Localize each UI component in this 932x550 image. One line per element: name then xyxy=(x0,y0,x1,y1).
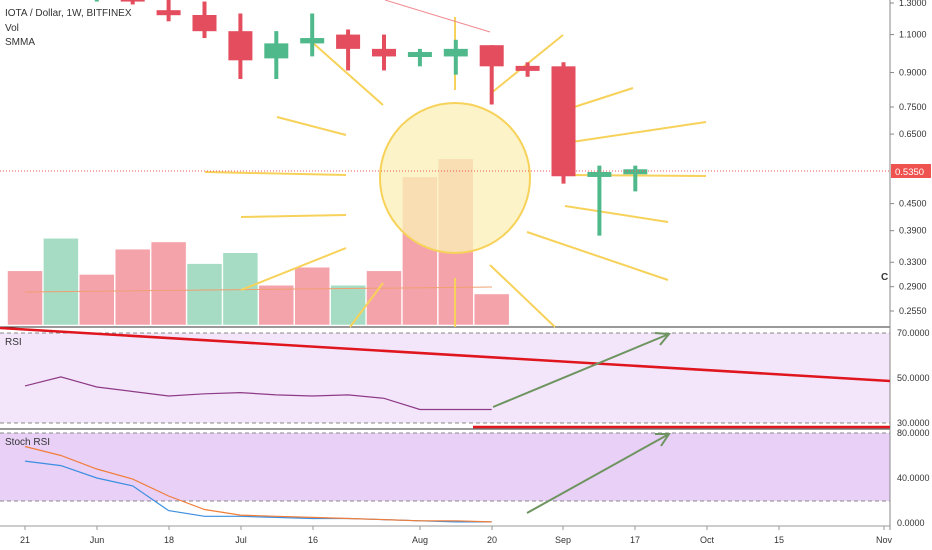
sun-ray xyxy=(312,42,384,106)
candle-body xyxy=(264,43,289,59)
price-tick-label: 0.4500 xyxy=(899,199,927,209)
candle-body xyxy=(443,48,468,57)
stoch-arrow-shaft xyxy=(526,433,670,514)
sun-ray xyxy=(564,121,707,144)
time-tick-label: 17 xyxy=(630,535,640,545)
price-trendline xyxy=(384,0,491,33)
candle-body xyxy=(551,66,576,177)
candle-body xyxy=(336,34,361,49)
sun-ray xyxy=(564,87,634,111)
stoch-arrow-head xyxy=(655,433,671,447)
volume-bar xyxy=(222,252,259,326)
time-tick-label: 15 xyxy=(774,535,784,545)
sun-ray xyxy=(240,214,347,218)
time-tick-label: Aug xyxy=(412,535,428,545)
time-tick-label: Sep xyxy=(555,535,571,545)
candle-body xyxy=(587,171,612,177)
price-tick-label: 1.1000 xyxy=(899,30,927,40)
volume-bar xyxy=(150,241,187,326)
candle-body xyxy=(515,65,540,71)
rsi-pane-label: RSI xyxy=(5,337,22,348)
volume-bar xyxy=(43,238,79,326)
rsi-red-trendline xyxy=(0,326,891,383)
price-tick-label: 0.6500 xyxy=(899,129,927,139)
stoch-pane-label: Stoch RSI xyxy=(5,437,50,448)
green-arrows xyxy=(492,332,671,514)
candle-body xyxy=(228,31,253,61)
price-tick-label: 0.2550 xyxy=(899,306,927,316)
stoch-tick-label: 80.0000 xyxy=(897,428,930,438)
price-tick-label: 0.2900 xyxy=(899,282,927,292)
side-letter: C xyxy=(881,272,888,283)
stoch-layer xyxy=(24,445,492,523)
volume-bar xyxy=(79,274,115,326)
candle-body xyxy=(300,38,325,44)
price-tick-label: 0.3300 xyxy=(899,257,927,267)
rsi-arrow-shaft xyxy=(492,333,670,408)
time-tick-label: Nov xyxy=(876,535,893,545)
volume-layer xyxy=(7,158,510,326)
volume-bar xyxy=(114,248,151,326)
sun-ray xyxy=(349,282,384,328)
candles-layer xyxy=(94,0,648,236)
time-tick-label: Jun xyxy=(90,535,105,545)
time-tick-label: Jul xyxy=(235,535,247,545)
time-tick-label: Oct xyxy=(700,535,715,545)
vol-indicator-label: Vol xyxy=(5,23,19,34)
time-tick-label: 18 xyxy=(164,535,174,545)
sun-ray xyxy=(204,171,347,176)
time-tick-label: 16 xyxy=(308,535,318,545)
last-price-badge-text: 0.5350 xyxy=(895,167,924,178)
volume-bar xyxy=(7,270,43,326)
sun-ray xyxy=(276,116,347,136)
volume-bar xyxy=(330,285,366,326)
candle-body xyxy=(192,15,217,32)
sun-ray xyxy=(564,205,669,223)
volume-bar xyxy=(473,293,510,326)
price-tick-label: 0.3900 xyxy=(899,226,927,236)
price-tick-label: 1.3000 xyxy=(899,0,927,8)
axes-layer: 1.3000 1.1000 0.9000 0.7500 0.6500 0.4500 0.39… xyxy=(20,0,930,545)
rsi-tick-label: 30.0000 xyxy=(897,418,930,428)
time-tick-label: 21 xyxy=(20,535,30,545)
candle-body xyxy=(156,10,181,16)
rsi-line xyxy=(24,376,492,411)
rsi-tick-label: 50.0000 xyxy=(897,373,930,383)
price-tick-label: 0.9000 xyxy=(899,68,927,78)
rsi-tick-label: 70.0000 xyxy=(897,328,930,338)
smma-indicator-label: SMMA xyxy=(5,37,35,48)
sun-ray xyxy=(489,264,556,328)
time-tick-label: 20 xyxy=(487,535,497,545)
price-tick-label: 0.7500 xyxy=(899,102,927,112)
rsi-pane-bg xyxy=(0,333,890,423)
smma-line xyxy=(24,286,493,293)
candle-body xyxy=(372,48,396,57)
sun-ray xyxy=(240,247,347,291)
rsi-arrow-head xyxy=(654,332,671,346)
candle-body xyxy=(623,169,648,175)
stoch-pane-bg xyxy=(0,433,890,501)
candle-body xyxy=(407,52,432,58)
rsi-layer xyxy=(24,376,492,411)
last-price-badge-bg xyxy=(891,164,931,178)
candle-body xyxy=(479,45,504,67)
sun-circle xyxy=(379,102,531,254)
stoch-d-line xyxy=(24,445,492,523)
volume-bar xyxy=(294,266,330,326)
volume-bar xyxy=(186,263,223,326)
volume-bar xyxy=(258,285,295,326)
stoch-tick-label: 0.0000 xyxy=(897,518,925,528)
sun-ray xyxy=(526,231,669,281)
candle-body xyxy=(120,0,145,2)
stoch-tick-label: 40.0000 xyxy=(897,473,930,483)
sun-drawing xyxy=(204,17,707,328)
symbol-title: IOTA / Dollar, 1W, BITFINEX xyxy=(5,8,132,19)
last-price-badge: 0.5350 xyxy=(891,164,931,178)
